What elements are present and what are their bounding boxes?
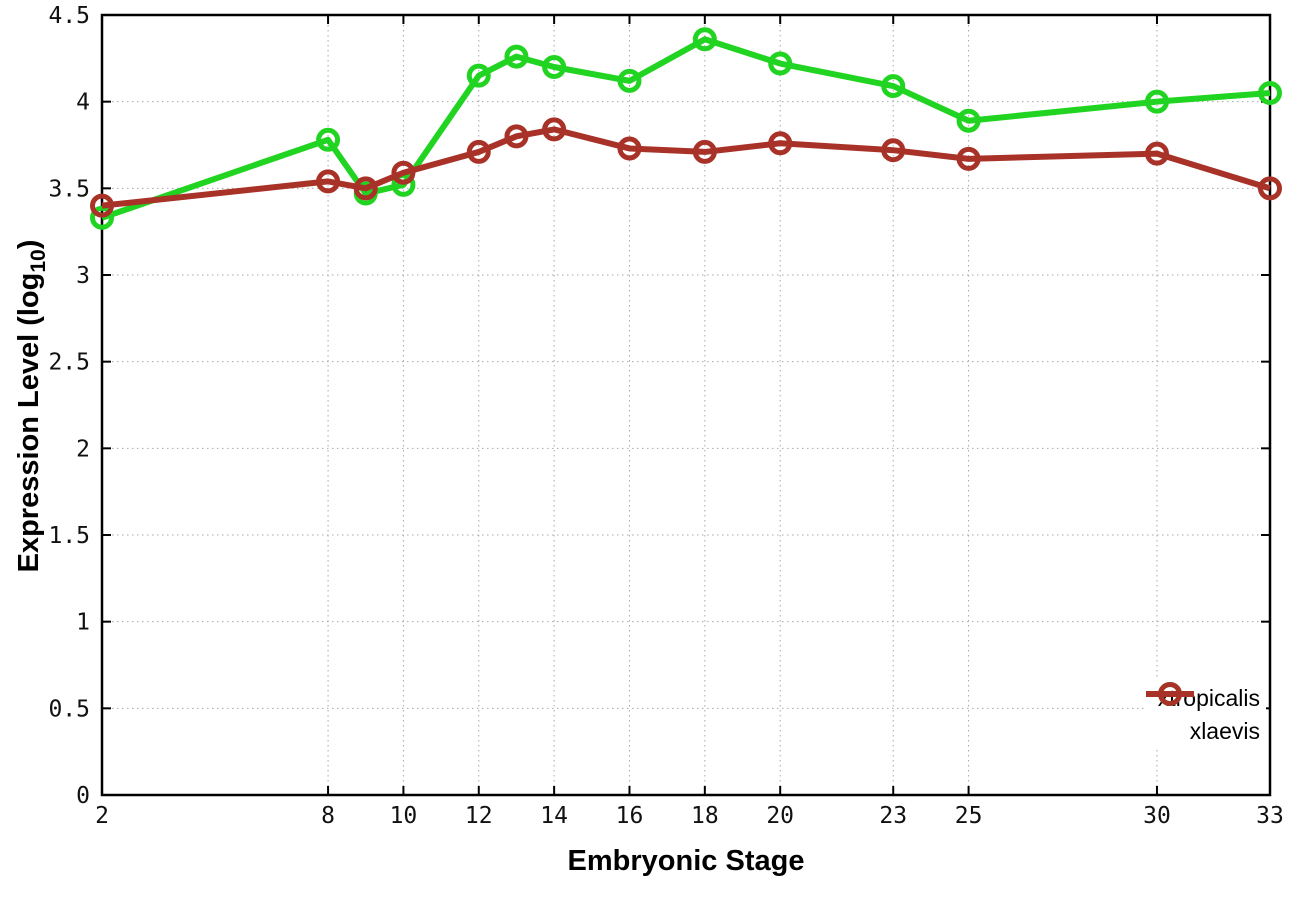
series-line-xtropicalis <box>101 36 1271 221</box>
data-point-xlaevis <box>956 146 981 171</box>
y-axis-title: Expression Level (log10) <box>13 16 53 796</box>
y-tick-label: 1.5 <box>48 523 90 549</box>
data-point-xtropicalis <box>504 44 529 69</box>
y-tick-label: 1 <box>76 610 90 636</box>
data-point-xlaevis <box>391 160 416 185</box>
x-tick-label: 20 <box>766 803 794 829</box>
y-tick-label: 3 <box>76 263 90 289</box>
y-tick-label: 2 <box>76 436 90 462</box>
x-tick-label: 30 <box>1143 803 1171 829</box>
x-tick-label: 16 <box>616 803 644 829</box>
data-point-xtropicalis <box>617 68 642 93</box>
x-tick-label: 12 <box>465 803 493 829</box>
series-line-xlaevis <box>101 126 1271 209</box>
y-axis-title-suffix: ) <box>13 239 45 250</box>
data-point-xlaevis <box>692 139 717 164</box>
data-point-xlaevis <box>353 176 378 201</box>
x-axis-title: Embryonic Stage <box>567 845 805 877</box>
data-point-xlaevis <box>316 169 341 194</box>
data-point-xlaevis <box>466 139 491 164</box>
data-point-xtropicalis <box>1144 89 1169 114</box>
data-point-xlaevis <box>768 131 793 156</box>
y-tick-label: 4 <box>76 90 90 116</box>
data-point-xtropicalis <box>542 55 567 79</box>
x-tick-label: 25 <box>955 803 983 829</box>
plot-border <box>100 13 1272 797</box>
data-point-xtropicalis <box>466 63 491 88</box>
y-tick-label: 0.5 <box>48 696 90 722</box>
data-point-xlaevis <box>617 136 642 161</box>
legend-row-xlaevis: xlaevis <box>1145 682 1260 748</box>
data-point-xlaevis <box>504 124 529 149</box>
x-tick-label: 33 <box>1256 803 1284 829</box>
y-axis-title-text: Expression Level (log <box>13 272 45 573</box>
data-point-xtropicalis <box>881 74 906 99</box>
data-point-xlaevis <box>1144 141 1169 166</box>
x-tick-label: 8 <box>321 803 335 829</box>
data-point-xtropicalis <box>692 27 717 52</box>
data-point-xlaevis <box>90 193 114 218</box>
data-point-xlaevis <box>542 117 567 142</box>
data-point-xtropicalis <box>1258 81 1282 105</box>
legend-marker-xlaevis <box>1145 682 1194 706</box>
x-tick-label: 14 <box>540 803 568 829</box>
y-tick-label: 2.5 <box>48 350 90 376</box>
x-tick-label: 2 <box>95 803 109 829</box>
y-axis-title-subscript: 10 <box>27 249 50 273</box>
y-tick-label: 0 <box>76 783 90 809</box>
x-tick-label: 18 <box>691 803 719 829</box>
data-point-xtropicalis <box>768 51 793 76</box>
legend-label-xlaevis: xlaevis <box>1189 718 1260 744</box>
data-point-xlaevis <box>1258 176 1282 201</box>
x-tick-label: 23 <box>879 803 907 829</box>
legend-label-xtropicalis: xtropicalis <box>1157 685 1260 711</box>
data-point-xtropicalis <box>316 127 341 152</box>
legend: xtropicalis xlaevis <box>1143 680 1266 750</box>
x-tick-label: 10 <box>390 803 418 829</box>
data-point-xlaevis <box>881 138 906 163</box>
y-tick-label: 3.5 <box>48 176 90 202</box>
data-point-xtropicalis <box>956 108 981 133</box>
y-tick-label: 4.5 <box>48 3 90 29</box>
data-point-xtropicalis <box>90 205 114 230</box>
